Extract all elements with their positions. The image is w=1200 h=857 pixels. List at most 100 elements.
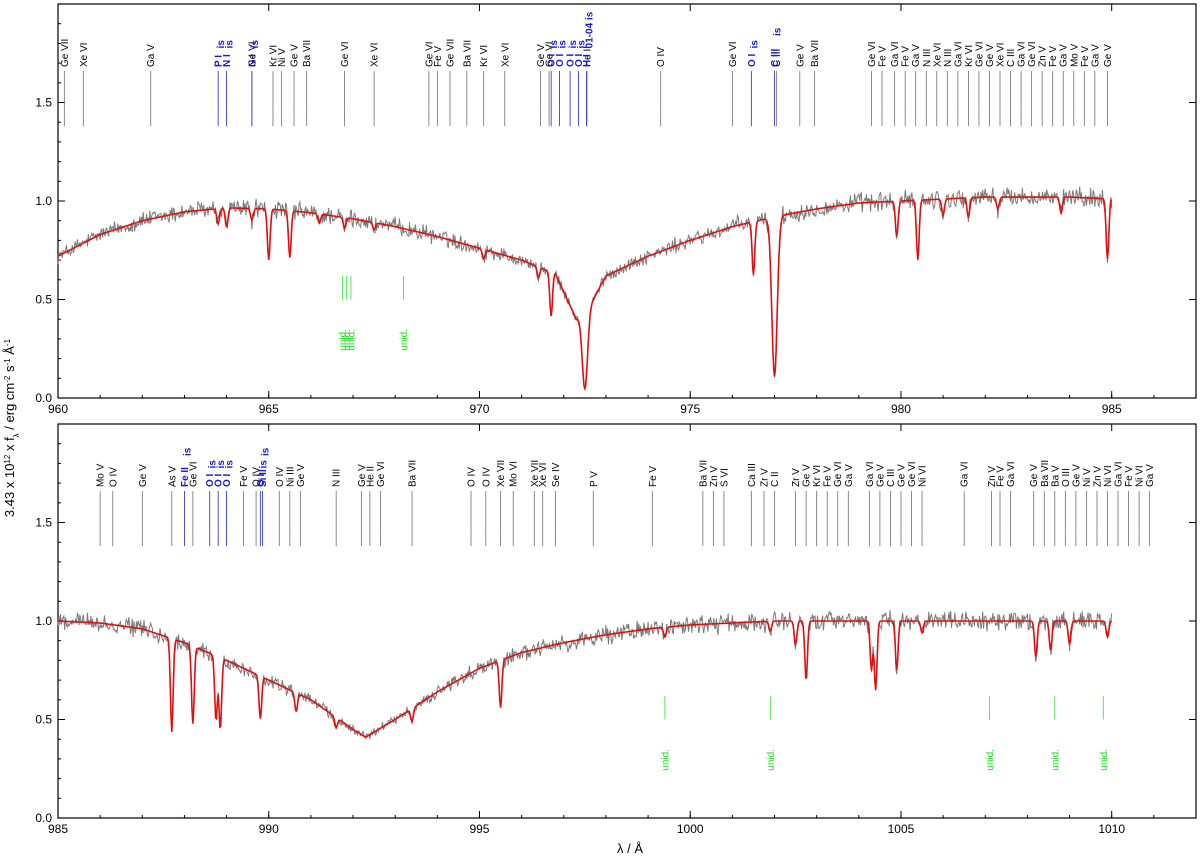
line-id-label: Fe V [1080, 46, 1091, 67]
x-axis-label: λ / Å [617, 841, 643, 856]
line-id-label: Ba VII [302, 40, 313, 67]
line-id-label: N III [943, 49, 954, 67]
line-id-label: Ga V [1090, 44, 1101, 67]
unid-label: unid. [399, 329, 410, 351]
x-tick-label: 1010 [1098, 822, 1125, 836]
line-id-sublabel: is [182, 447, 193, 456]
line-id-label: Ge VI [247, 41, 258, 67]
line-id-label: O I [555, 53, 566, 67]
line-id-label: O I [214, 473, 225, 487]
unid-label: unid. [346, 329, 357, 351]
line-id-label: N III [922, 49, 933, 67]
y-tick-label: 1.0 [35, 194, 52, 208]
line-id-sublabel: is [258, 460, 269, 469]
line-id-label: Ge VI [340, 41, 351, 67]
line-id-label: O I [574, 53, 585, 67]
line-id-label: Ni V [1082, 468, 1093, 487]
line-id-label: Ga V [146, 44, 157, 67]
unid-label: unid. [660, 749, 671, 771]
line-id-label: Ge V [985, 44, 996, 67]
line-id-label: Ba VII [698, 460, 709, 487]
line-id-label: Fe V [901, 46, 912, 67]
x-tick-label: 985 [1102, 402, 1122, 416]
line-id-label: Zr V [791, 468, 802, 487]
line-id-sublabel: is [216, 460, 227, 469]
line-id-label: He II [365, 466, 376, 487]
line-id-label: Zn V [709, 466, 720, 487]
line-id-label: Ga VI [1017, 41, 1028, 67]
line-id-label: Xe VII [496, 460, 507, 487]
line-id-label: Ga VI [960, 461, 971, 487]
line-id-label: Ge V [357, 464, 368, 487]
line-id-label: Ni VI [1103, 465, 1114, 487]
line-id-label: Ge VI [728, 41, 739, 67]
x-tick-label: 965 [259, 402, 279, 416]
line-id-label: Ge V [536, 44, 547, 67]
x-tick-label: 995 [469, 822, 489, 836]
line-id-sublabel: is [208, 460, 219, 469]
unid-label: unid. [1099, 749, 1110, 771]
line-id-label: Mo V [96, 463, 107, 487]
y-axis-label: 3.43 x 1012 x fλ / erg cm-2 s-1 Å-1 [2, 338, 21, 517]
line-id-label: Xe VI [500, 43, 511, 67]
line-id-label: Ge VI [1027, 41, 1038, 67]
line-id-label: Ga V [844, 464, 855, 487]
line-id-label: Fe V [648, 466, 659, 487]
line-id-label: O IV [481, 467, 492, 487]
line-id-label: Ba VII [408, 460, 419, 487]
line-id-label: Fe V [1124, 466, 1135, 487]
line-id-label: Ni V [277, 48, 288, 67]
line-id-sublabel: is [577, 40, 588, 49]
top-panel: 960 965 970 975 980 985 0.0 0.5 1.0 1.5 Ge VII Xe V… [35, 3, 1197, 416]
line-id-label: O IV [252, 467, 263, 487]
line-id-label: O I [566, 53, 577, 67]
line-id-label: O I [547, 53, 558, 67]
line-id-label: Ge VI [545, 41, 556, 67]
y-tick-label: 1.5 [35, 96, 52, 110]
y-tick-label: 0.0 [35, 811, 52, 825]
line-id-label: O I [256, 473, 267, 487]
line-id-label: Zn V [1038, 46, 1049, 67]
line-id-label: S VI [719, 468, 730, 487]
y-tick-label: 0.5 [35, 713, 52, 727]
line-id-label: He II [582, 46, 593, 67]
line-id-label: Ga V [1059, 44, 1070, 67]
line-id-sublabel: 01-04 is [585, 11, 596, 48]
line-id-sublabel: is [549, 40, 560, 49]
line-id-label: C III [1006, 49, 1017, 67]
line-id-label: Ge V [290, 44, 301, 67]
line-id-label: Ge V [1103, 44, 1114, 67]
line-id-label: Kr VI [812, 465, 823, 487]
line-id-label: P I [214, 55, 225, 67]
line-id-label: Ge V [896, 464, 907, 487]
line-id-sublabel: is [773, 27, 784, 36]
unid-label: unid. [766, 749, 777, 771]
line-id-label: Fe V [877, 46, 888, 67]
x-tick-label: 960 [48, 402, 68, 416]
line-id-label: C III [886, 469, 897, 487]
line-id-label: Ge VI [974, 41, 985, 67]
x-tick-label: 1000 [677, 822, 704, 836]
line-id-label: Fe V [996, 466, 1007, 487]
line-id-label: Ge V [1071, 464, 1082, 487]
line-id-label: Xe VI [370, 43, 381, 67]
line-id-label: Ga VI [890, 41, 901, 67]
line-id-label: Ba V [1050, 465, 1061, 487]
line-id-label: Zr V [759, 468, 770, 487]
line-id-label: Kr VI [964, 45, 975, 67]
line-id-label: Si II [258, 469, 269, 487]
line-id-label: Ge VI [833, 461, 844, 487]
line-id-label: Ge V [1029, 464, 1040, 487]
x-tick-label: 990 [259, 822, 279, 836]
line-id-label: Ni VI [1135, 465, 1146, 487]
line-id-label: O III [1061, 468, 1072, 487]
line-id-label: C III [772, 49, 783, 67]
line-id-label: Fe V [1048, 46, 1059, 67]
y-tick-label: 1.0 [35, 614, 52, 628]
line-id-label: Ge VI [424, 41, 435, 67]
line-id-sublabel: is [558, 40, 569, 49]
unid-label: unid. [985, 749, 996, 771]
line-id-sublabel: is [260, 447, 271, 456]
unid-label: unid. [342, 329, 353, 351]
